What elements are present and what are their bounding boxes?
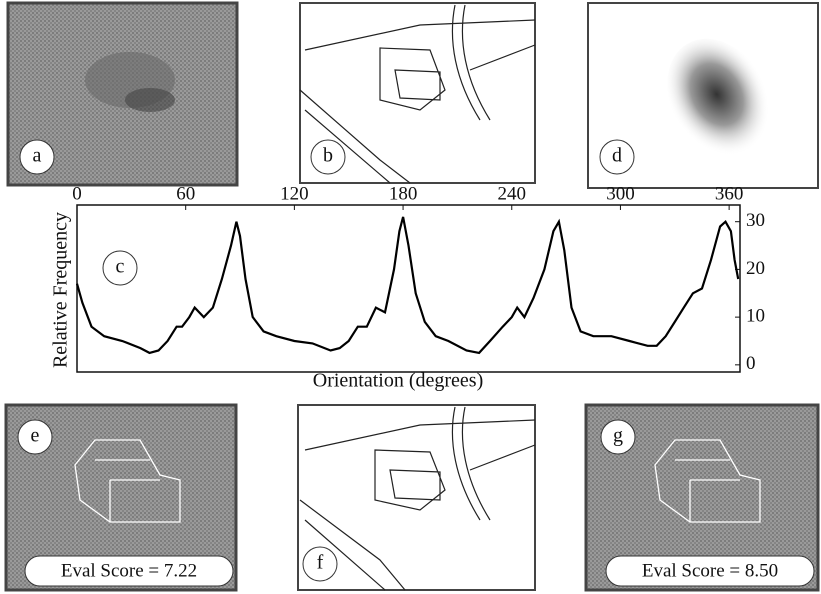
panel-label: f <box>317 552 324 574</box>
x-tick-label: 180 <box>389 183 418 204</box>
y-axis-label: Relative Frequency <box>50 212 72 368</box>
x-tick-label: 360 <box>715 183 744 204</box>
panel-label: c <box>116 256 125 278</box>
panel-f: f <box>298 405 535 590</box>
x-tick-label: 300 <box>606 183 635 204</box>
y-tick-label: 0 <box>746 353 756 374</box>
chart: Relative Frequency Orientation (degrees)… <box>50 183 765 391</box>
panel-label: e <box>31 425 40 447</box>
eval-score: Eval Score = 7.22 <box>61 560 197 581</box>
x-tick-label: 240 <box>498 183 527 204</box>
x-axis-label: Orientation (degrees) <box>313 370 483 392</box>
x-tick-label: 0 <box>72 183 82 204</box>
panel-label: d <box>612 145 622 167</box>
panel-label: g <box>613 425 623 447</box>
y-tick-label: 20 <box>746 258 765 279</box>
y-tick-label: 30 <box>746 210 765 231</box>
panel-label: a <box>33 145 42 167</box>
y-tick-label: 10 <box>746 305 765 326</box>
figure: a b d e Eval Score = 7.22 f g Eval Score… <box>0 0 821 594</box>
x-tick-label: 120 <box>280 183 309 204</box>
data-line <box>77 217 738 353</box>
plot-frame <box>77 205 740 372</box>
panel-e: e Eval Score = 7.22 <box>6 405 236 590</box>
eval-score: Eval Score = 8.50 <box>642 560 778 581</box>
panel-a: a <box>8 3 237 185</box>
panel-d: d <box>588 3 818 188</box>
panel-g: g Eval Score = 8.50 <box>586 405 818 590</box>
panel-b: b <box>300 3 535 183</box>
panel-label: b <box>323 145 333 167</box>
x-tick-label: 60 <box>176 183 195 204</box>
